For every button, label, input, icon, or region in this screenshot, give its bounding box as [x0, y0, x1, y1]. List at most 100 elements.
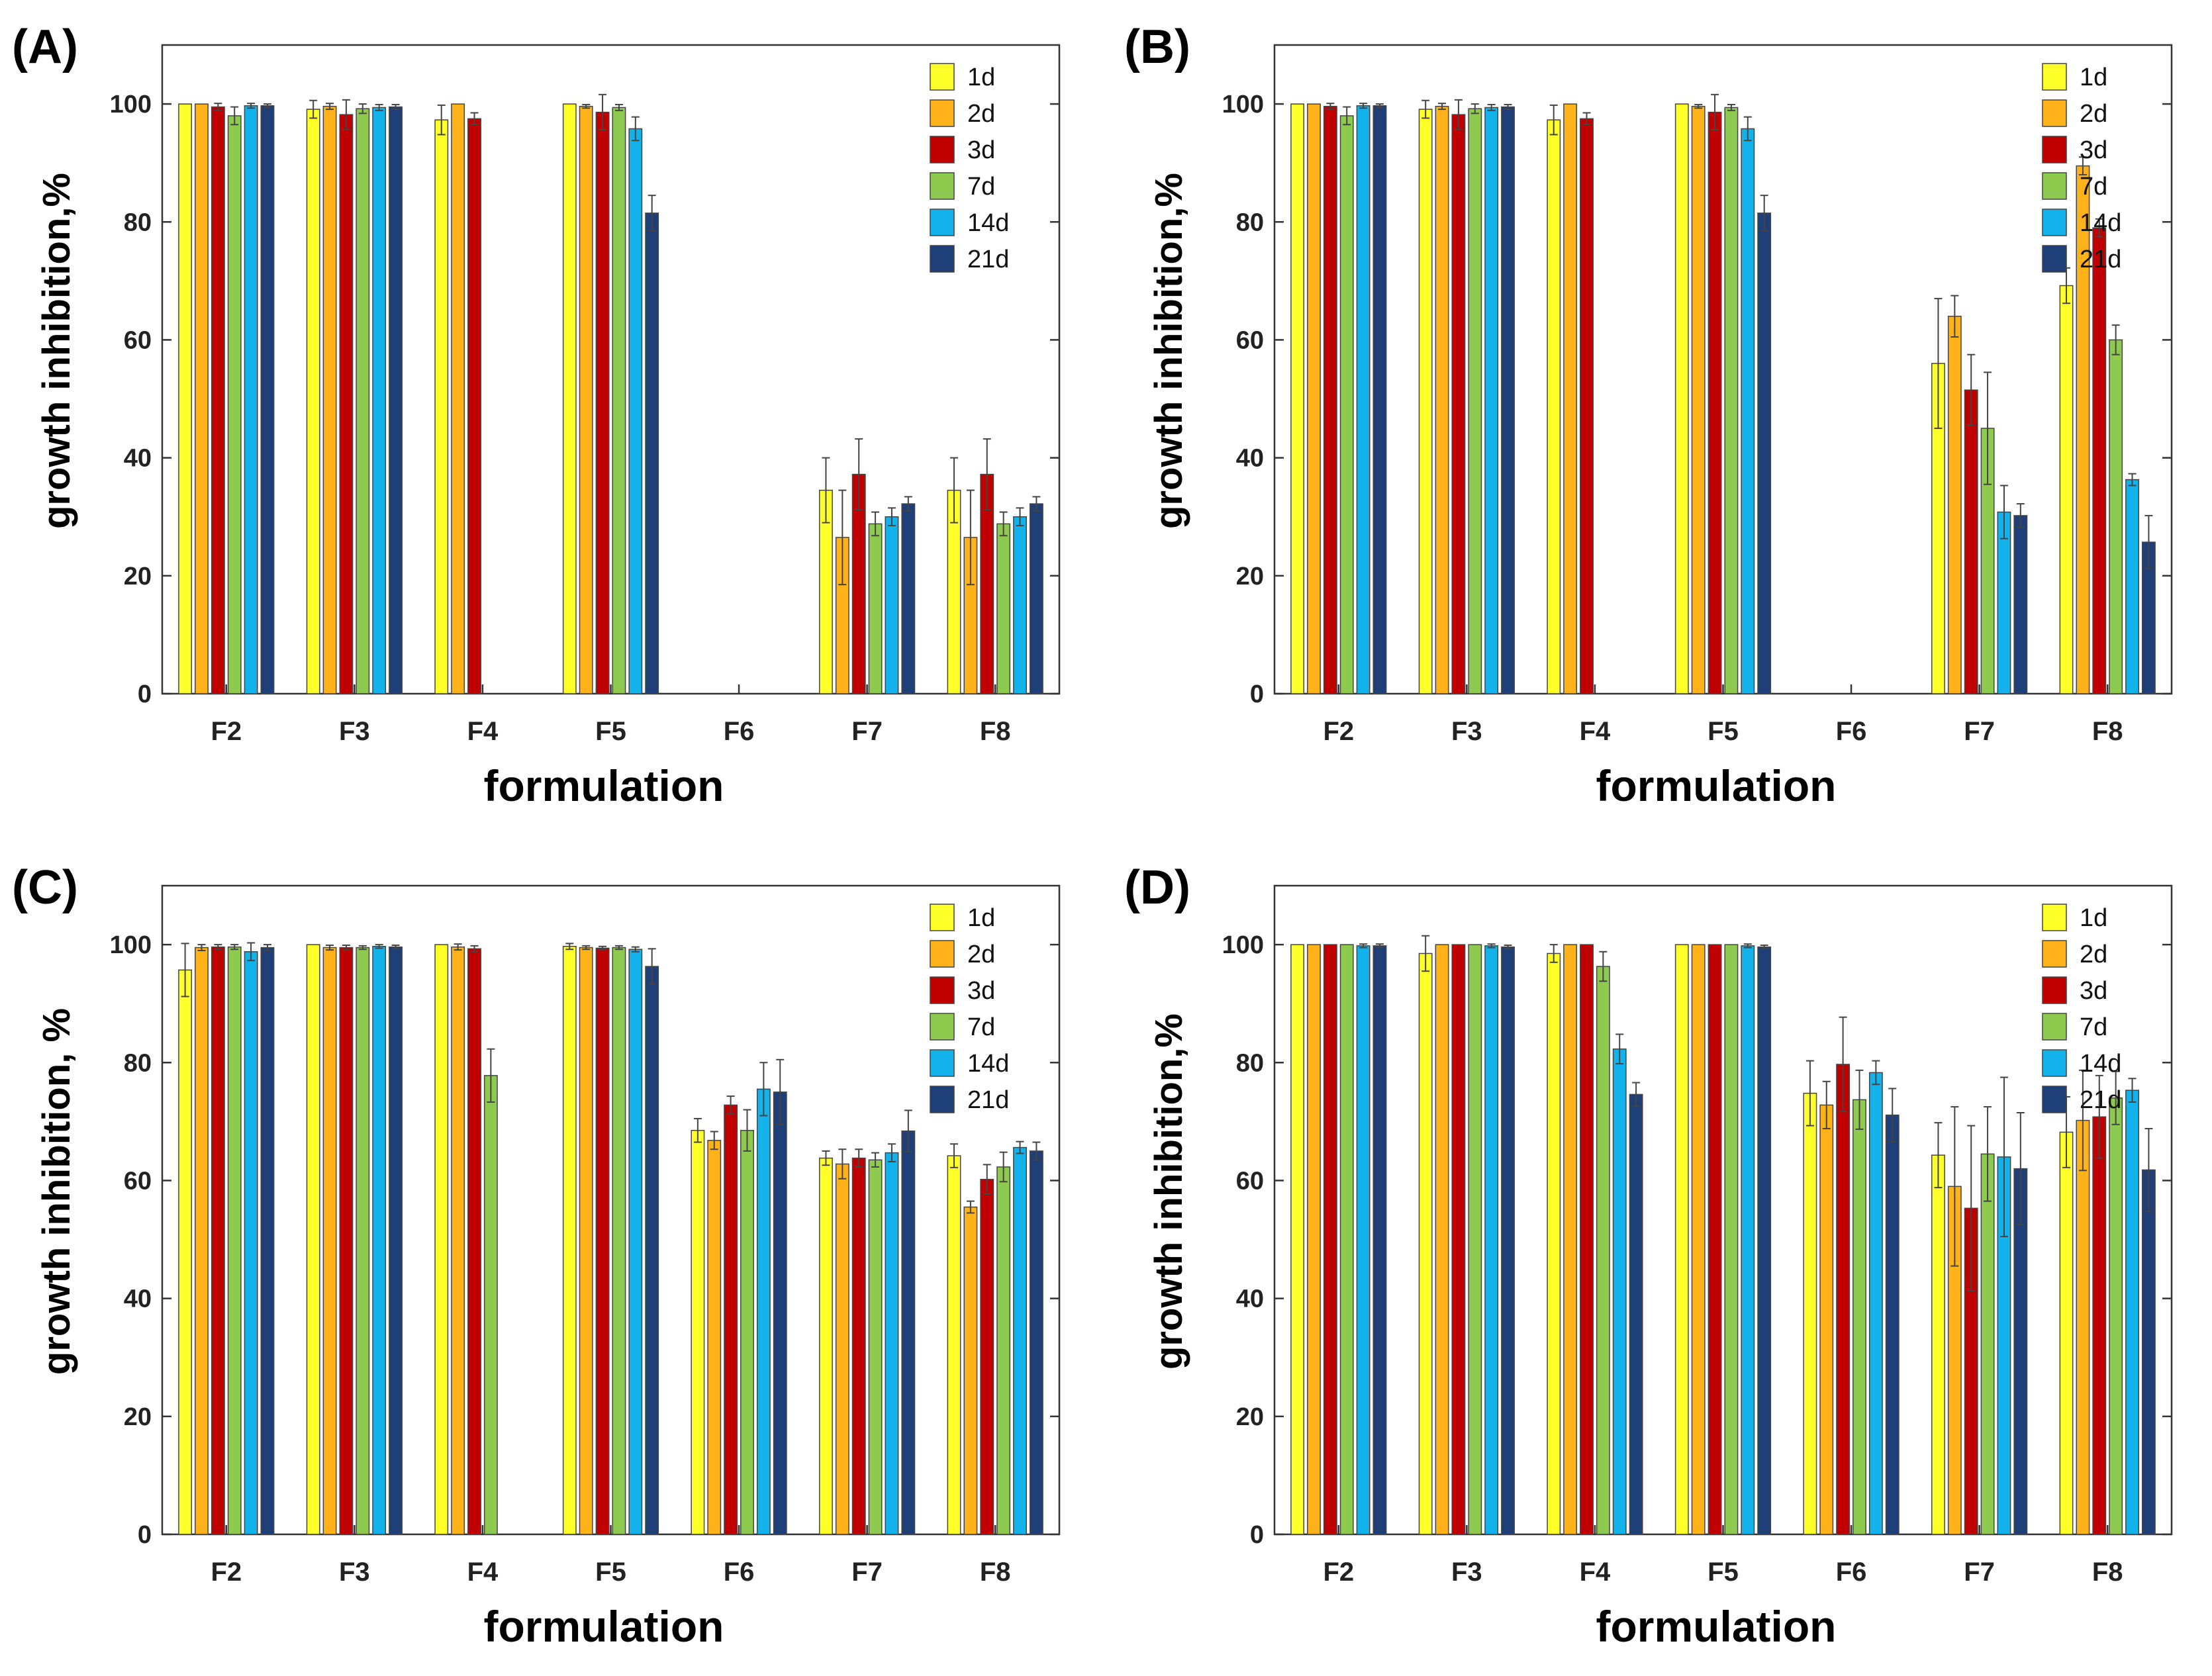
bar-3d-F5: [1707, 111, 1722, 694]
bar-7d-F2: [227, 946, 242, 1535]
bar-21d-F5: [1757, 946, 1772, 1535]
bar-3d-F3: [339, 947, 354, 1535]
legend-swatch-21d: [930, 245, 955, 273]
y-tick-label: 40: [1236, 445, 1264, 473]
legend-swatch-1d: [930, 63, 955, 91]
bar-14d-F8: [1013, 1146, 1027, 1535]
x-tick-label: F6: [1836, 717, 1867, 746]
bar-3d-F4: [467, 118, 481, 694]
bar-14d-F3: [1484, 107, 1499, 694]
panel-c: (C) growth inhibition, % formulation 0 20…: [0, 841, 1099, 1675]
bar-1d-F4: [1547, 953, 1561, 1535]
bar-2d-F4: [451, 946, 465, 1535]
bar-21d-F2: [1372, 945, 1387, 1535]
y-tick-label: 0: [1250, 680, 1264, 708]
bar-14d-F4: [1612, 1048, 1627, 1535]
panel-a: (A) growth inhibition,% formulation 0 20 4…: [0, 0, 1099, 834]
bar-1d-F7: [1931, 1154, 1945, 1535]
bar-14d-F8: [2125, 479, 2139, 694]
bar-3d-F3: [339, 114, 354, 694]
bar-2d-F7: [1947, 316, 1962, 694]
bar-14d-F5: [1741, 128, 1755, 694]
panel-label: (A): [12, 21, 78, 73]
y-tick-label: 0: [138, 680, 152, 708]
bar-21d-F7: [901, 1130, 916, 1535]
bar-14d-F7: [885, 516, 899, 694]
bar-2d-F8: [963, 1206, 978, 1535]
plot-area: 0 20 40 60 80 100 F2 F3 F4 F5 F6 F7 F8 1d 2d 3d 7d 14d 21d: [1222, 884, 2173, 1587]
legend-swatch-14d: [930, 1049, 955, 1077]
x-tick-label: F3: [339, 717, 370, 746]
y-tick-label: 80: [1236, 209, 1264, 236]
legend-label-14d: 14d: [2080, 1050, 2121, 1078]
bar-2d-F2: [1307, 103, 1321, 694]
bar-3d-F4: [1580, 944, 1594, 1535]
y-axis-title: growth inhibition, %: [35, 1008, 78, 1375]
x-tick-label: F5: [1707, 717, 1739, 746]
bar-21d-F7: [901, 503, 916, 694]
bar-1d-F3: [1418, 953, 1433, 1535]
legend-swatch-21d: [2042, 1086, 2067, 1113]
bar-7d-F5: [612, 947, 626, 1535]
bar-1d-F8: [2059, 1131, 2074, 1535]
legend-swatch-1d: [930, 904, 955, 931]
bar-21d-F3: [389, 946, 403, 1535]
legend-swatch-1d: [2042, 63, 2067, 91]
bar-21d-F2: [260, 947, 275, 1535]
x-tick-label: F8: [2092, 1558, 2123, 1587]
bar-21d-F8: [1029, 1150, 1043, 1535]
x-tick-label: F2: [1323, 1558, 1354, 1587]
bar-7d-F8: [2109, 1097, 2123, 1535]
axes-frame: [161, 44, 1061, 695]
y-tick-label: 60: [1236, 326, 1264, 354]
bar-14d-F5: [628, 949, 643, 1535]
bar-1d-F2: [178, 969, 193, 1535]
x-tick-label: F8: [980, 1558, 1011, 1587]
bar-7d-F7: [868, 1159, 883, 1535]
x-tick-label: F7: [1964, 717, 1995, 746]
y-tick-label: 80: [124, 1049, 152, 1077]
bar-21d-F3: [1501, 946, 1515, 1535]
bar-2d-F5: [579, 105, 593, 694]
bar-21d-F7: [2013, 515, 2028, 694]
bar-1d-F7: [819, 1157, 833, 1535]
bar-7d-F5: [612, 107, 626, 694]
legend-label-7d: 7d: [967, 1013, 995, 1041]
bar-7d-F3: [356, 108, 370, 694]
legend-swatch-14d: [930, 209, 955, 236]
legend-label-21d: 21d: [967, 1086, 1009, 1114]
legend-swatch-2d: [2042, 99, 2067, 127]
y-tick-label: 20: [124, 563, 152, 590]
bar-2d-F4: [1563, 103, 1578, 694]
bar-7d-F8: [996, 523, 1011, 694]
legend-label-1d: 1d: [2080, 64, 2107, 91]
x-tick-label: F7: [851, 717, 883, 746]
legend-label-1d: 1d: [2080, 904, 2107, 932]
x-axis-title: formulation: [1596, 761, 1837, 810]
legend-swatch-2d: [2042, 940, 2067, 968]
legend-swatch-14d: [2042, 1049, 2067, 1077]
y-axis-title: growth inhibition,%: [35, 173, 78, 529]
bar-2d-F3: [322, 105, 337, 694]
chart-d: (D) growth inhibition,% formulation 0 20 4…: [1124, 861, 2173, 1651]
bar-2d-F2: [195, 947, 209, 1535]
x-tick-label: F2: [211, 1558, 242, 1587]
bar-2d-F5: [579, 947, 593, 1535]
y-tick-label: 100: [110, 931, 152, 959]
bar-1d-F6: [1803, 1092, 1817, 1535]
legend-label-21d: 21d: [967, 246, 1009, 273]
axes-frame: [1273, 44, 2173, 695]
bar-2d-F4: [451, 103, 465, 694]
x-tick-label: F6: [724, 717, 755, 746]
bar-7d-F8: [2109, 339, 2123, 694]
x-axis-title: formulation: [484, 761, 724, 810]
plot-area: 0 20 40 60 80 100 F2 F3 F4 F5 F6 F7 F8 1d 2d 3d 7d 14d 21d: [1222, 44, 2173, 746]
legend-label-1d: 1d: [967, 904, 995, 932]
bar-2d-F7: [835, 1163, 849, 1535]
bar-3d-F4: [1580, 118, 1594, 694]
panel-label: (C): [12, 861, 78, 914]
bar-14d-F3: [372, 946, 387, 1535]
legend-swatch-2d: [930, 940, 955, 968]
legend-swatch-3d: [2042, 136, 2067, 163]
bar-1d-F5: [1674, 944, 1689, 1535]
